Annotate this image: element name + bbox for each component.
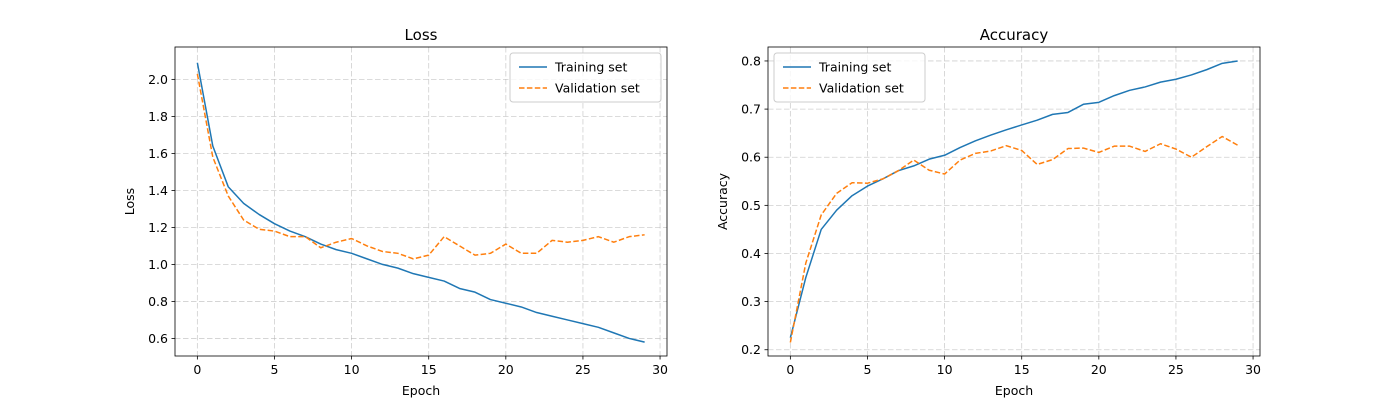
accuracy-x-tick-label: 30 — [1245, 362, 1261, 377]
loss-y-tick-label: 2.0 — [148, 72, 168, 87]
loss-legend: Training set Validation set — [509, 52, 662, 103]
accuracy-x-tick-label: 15 — [1014, 362, 1030, 377]
loss-x-tick-label: 30 — [652, 362, 668, 377]
accuracy-legend: Training set Validation set — [773, 52, 926, 103]
loss-y-tick-label: 1.2 — [148, 220, 168, 235]
accuracy-y-tick-label: 0.7 — [741, 102, 761, 117]
loss-training-line — [196, 62, 645, 343]
loss-y-axis-label: Loss — [122, 188, 137, 215]
accuracy-x-tick-label: 25 — [1168, 362, 1184, 377]
loss-legend-box — [509, 52, 662, 103]
accuracy-y-tick-label: 0.5 — [741, 198, 761, 213]
loss-y-tick-label: 1.6 — [148, 146, 168, 161]
loss-axes-frame — [174, 46, 668, 357]
loss-x-tick-label: 15 — [421, 362, 437, 377]
accuracy-x-tick-label: 0 — [786, 362, 794, 377]
loss-y-tick-label: 0.8 — [148, 294, 168, 309]
loss-y-tick-label: 0.6 — [148, 331, 168, 346]
loss-legend-training-label: Training set — [554, 60, 627, 75]
accuracy-legend-validation-label: Validation set — [819, 81, 904, 96]
loss-legend-validation-label: Validation set — [555, 81, 640, 96]
accuracy-y-tick-label: 0.2 — [741, 342, 761, 357]
accuracy-legend-box — [773, 52, 926, 103]
loss-x-axis-label: Epoch — [402, 383, 440, 398]
accuracy-panel: Accuracy Epoch Accuracy 0 5 10 15 20 25 30 0.2 0… — [715, 26, 1261, 398]
accuracy-validation-line — [789, 135, 1239, 343]
accuracy-legend-training-label: Training set — [818, 60, 891, 75]
loss-y-tick-label: 1.4 — [148, 183, 168, 198]
loss-x-tick-label: 10 — [344, 362, 360, 377]
loss-chart-title: Loss — [405, 26, 438, 44]
accuracy-axes-frame — [767, 46, 1261, 357]
accuracy-x-tick-label: 20 — [1091, 362, 1107, 377]
loss-y-tick-label: 1.8 — [148, 109, 168, 124]
loss-panel: Loss Epoch Loss 0 5 10 15 20 25 30 0.6 0.8 1.0 1.2… — [122, 26, 668, 398]
accuracy-x-axis-label: Epoch — [995, 383, 1033, 398]
loss-x-tick-label: 20 — [498, 362, 514, 377]
loss-validation-line — [196, 73, 645, 260]
accuracy-x-tick-label: 10 — [937, 362, 953, 377]
accuracy-chart-title: Accuracy — [980, 26, 1049, 44]
loss-x-tick-label: 5 — [271, 362, 279, 377]
accuracy-y-tick-label: 0.8 — [741, 53, 761, 68]
accuracy-y-tick-label: 0.6 — [741, 150, 761, 165]
loss-x-tick-label: 25 — [575, 362, 591, 377]
accuracy-y-tick-label: 0.3 — [741, 294, 761, 309]
accuracy-training-line — [789, 60, 1238, 338]
loss-x-tick-label: 0 — [193, 362, 201, 377]
accuracy-x-tick-label: 5 — [864, 362, 872, 377]
loss-y-tick-label: 1.0 — [148, 257, 168, 272]
accuracy-y-axis-label: Accuracy — [715, 172, 730, 230]
accuracy-y-tick-label: 0.4 — [741, 246, 761, 261]
